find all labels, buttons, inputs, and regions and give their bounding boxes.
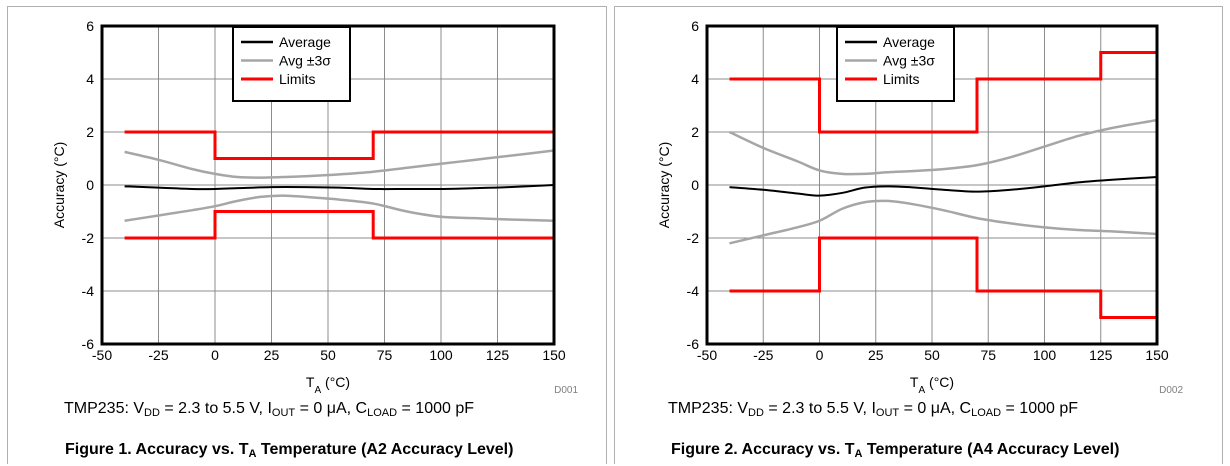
test-conditions-1: TMP235: VDD = 2.3 to 5.5 V, IOUT = 0 μA,… xyxy=(64,400,474,419)
y-tick-label: 4 xyxy=(691,71,699,87)
legend-label-limits: Limits xyxy=(883,71,920,87)
legend: Average Avg ±3σ Limits xyxy=(836,26,955,102)
y-tick-label: 2 xyxy=(691,124,699,140)
figure-code: D002 xyxy=(1159,385,1183,396)
x-tick-label: -50 xyxy=(92,347,112,363)
series-line-sigma-2 xyxy=(124,194,555,223)
y-tick-label: 0 xyxy=(86,177,94,193)
series-line-limit-3 xyxy=(729,51,1157,134)
legend-label-avg-3: Avg ±3σ xyxy=(279,53,331,69)
legend-box xyxy=(232,26,351,102)
y-tick-label: -6 xyxy=(687,336,700,352)
legend-label-limits: Limits xyxy=(279,71,316,87)
y-tick-label: 4 xyxy=(86,71,94,87)
y-tick-label: -6 xyxy=(82,336,95,352)
figure-1-caption: Figure 1. Accuracy vs. TA Temperature (A… xyxy=(65,441,514,460)
x-tick-label: 150 xyxy=(542,347,566,363)
figure-2-panel xyxy=(614,6,1223,464)
y-axis-title: Accuracy (°C) xyxy=(51,142,67,229)
series-line-limit-4 xyxy=(729,236,1157,319)
x-tick-label: 50 xyxy=(924,347,940,363)
x-tick-label: 150 xyxy=(1145,347,1169,363)
x-tick-label: 75 xyxy=(377,347,393,363)
x-axis-title: TA (°C) xyxy=(306,374,350,396)
test-conditions-2: TMP235: VDD = 2.3 to 5.5 V, IOUT = 0 μA,… xyxy=(668,400,1078,419)
x-tick-label: 125 xyxy=(486,347,510,363)
series-line-sigma-1 xyxy=(124,149,555,179)
y-tick-label: 0 xyxy=(691,177,699,193)
legend-label-average: Average xyxy=(279,34,331,50)
legend-label-avg-3: Avg ±3σ xyxy=(883,53,935,69)
legend-label-average: Average xyxy=(883,34,935,50)
x-tick-label: 0 xyxy=(211,347,219,363)
y-tick-label: 6 xyxy=(691,18,699,34)
y-tick-label: -4 xyxy=(687,283,700,299)
x-tick-label: 25 xyxy=(868,347,884,363)
series-line-sigma-1 xyxy=(728,118,1158,176)
x-axis-title: TA (°C) xyxy=(910,374,954,396)
y-tick-label: -2 xyxy=(82,230,95,246)
series-line-sigma-2 xyxy=(729,199,1158,245)
y-tick-label: 6 xyxy=(86,18,94,34)
series-line-limit-4 xyxy=(124,210,554,240)
x-tick-label: -25 xyxy=(753,347,773,363)
x-tick-label: 125 xyxy=(1089,347,1113,363)
y-axis-title: Accuracy (°C) xyxy=(656,142,672,229)
x-tick-label: 50 xyxy=(320,347,336,363)
series-line-average-0 xyxy=(124,184,555,191)
figure-1-panel xyxy=(7,6,607,464)
y-tick-label: 2 xyxy=(86,124,94,140)
x-tick-label: 25 xyxy=(264,347,280,363)
x-tick-label: -50 xyxy=(697,347,717,363)
x-tick-label: 0 xyxy=(816,347,824,363)
series-line-limit-3 xyxy=(124,130,554,160)
legend-box xyxy=(836,26,955,102)
series-line-average-0 xyxy=(729,176,1158,197)
y-tick-label: -4 xyxy=(82,283,95,299)
x-tick-label: 75 xyxy=(980,347,996,363)
y-tick-label: -2 xyxy=(687,230,700,246)
x-tick-label: 100 xyxy=(1033,347,1057,363)
figure-2-caption: Figure 2. Accuracy vs. TA Temperature (A… xyxy=(671,441,1120,460)
x-tick-label: 100 xyxy=(429,347,453,363)
x-tick-label: -25 xyxy=(148,347,168,363)
legend: Average Avg ±3σ Limits xyxy=(232,26,351,102)
figure-code: D001 xyxy=(554,385,578,396)
